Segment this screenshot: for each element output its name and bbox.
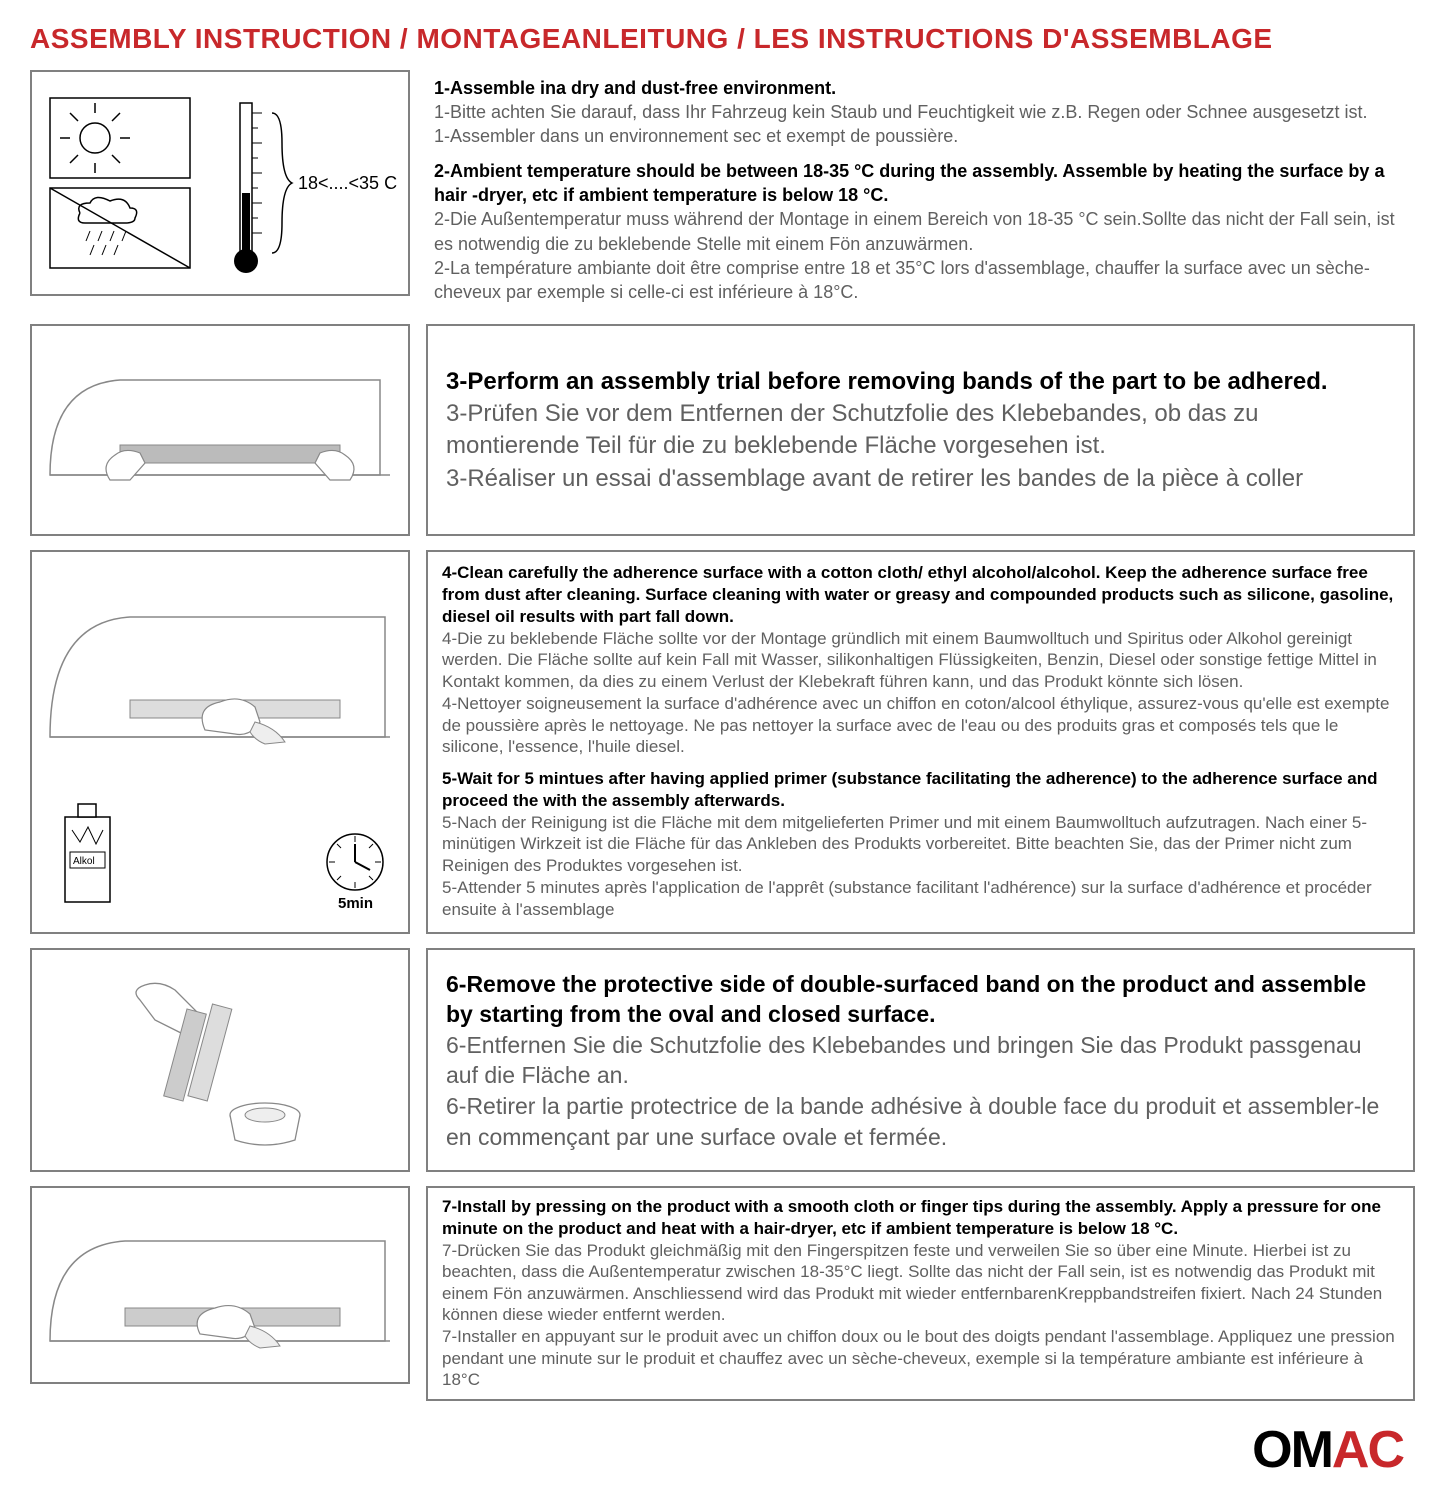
- step-6-fr: 6-Retirer la partie protectrice de la ba…: [446, 1091, 1395, 1152]
- page-title: ASSEMBLY INSTRUCTION / MONTAGEANLEITUNG …: [30, 20, 1415, 58]
- text-1-2: 1-Assemble ina dry and dust-free environ…: [426, 70, 1415, 311]
- text-7: 7-Install by pressing on the product wit…: [426, 1186, 1415, 1400]
- text-4-5: 4-Clean carefully the adherence surface …: [426, 550, 1415, 934]
- step-1-de: 1-Bitte achten Sie darauf, dass Ihr Fahr…: [434, 100, 1407, 124]
- step-6-de: 6-Entfernen Sie die Schutzfolie des Kleb…: [446, 1030, 1395, 1091]
- step-2-fr: 2-La température ambiante doit être comp…: [434, 256, 1407, 305]
- step-3-en: 3-Perform an assembly trial before remov…: [446, 366, 1328, 398]
- illustration-clean: Alkol 5min: [30, 550, 410, 934]
- illustration-remove-band: [30, 948, 410, 1172]
- step-4-de: 4-Die zu beklebende Fläche sollte vor de…: [442, 628, 1399, 693]
- illustration-press: [30, 1186, 410, 1384]
- step-2-de: 2-Die Außentemperatur muss während der M…: [434, 207, 1407, 256]
- step-5-fr: 5-Attender 5 minutes après l'application…: [442, 877, 1399, 921]
- step-6-en: 6-Remove the protective side of double-s…: [446, 969, 1395, 1030]
- text-6: 6-Remove the protective side of double-s…: [426, 948, 1415, 1172]
- step-2-en: 2-Ambient temperature should be between …: [434, 159, 1407, 208]
- illustration-trial: [30, 324, 410, 536]
- step-4-fr: 4-Nettoyer soigneusement la surface d'ad…: [442, 693, 1399, 758]
- brand-logo: OMAC: [30, 1415, 1415, 1485]
- step-5-en: 5-Wait for 5 mintues after having applie…: [442, 768, 1399, 812]
- section-4-5: Alkol 5min 4-Clean carefully the adheren…: [30, 550, 1415, 934]
- step-1-en: 1-Assemble ina dry and dust-free environ…: [434, 76, 1407, 100]
- logo-part2: AC: [1332, 1421, 1403, 1479]
- clock-label: 5min: [338, 895, 373, 912]
- step-1-fr: 1-Assembler dans un environnement sec et…: [434, 124, 1407, 148]
- step-5-de: 5-Nach der Reinigung ist die Fläche mit …: [442, 812, 1399, 877]
- step-7-fr: 7-Installer en appuyant sur le produit a…: [442, 1326, 1399, 1391]
- step-4-en: 4-Clean carefully the adherence surface …: [442, 562, 1399, 627]
- logo-part1: OM: [1252, 1421, 1332, 1479]
- temp-range-label: 18<....<35 C: [298, 173, 397, 193]
- step-7-de: 7-Drücken Sie das Produkt gleichmäßig mi…: [442, 1240, 1399, 1326]
- step-3-de: 3-Prüfen Sie vor dem Entfernen der Schut…: [446, 398, 1395, 463]
- section-7: 7-Install by pressing on the product wit…: [30, 1186, 1415, 1400]
- section-3: 3-Perform an assembly trial before remov…: [30, 324, 1415, 536]
- bottle-label: Alkol: [73, 856, 95, 867]
- text-3: 3-Perform an assembly trial before remov…: [426, 324, 1415, 536]
- illustration-temperature: 18<....<35 C: [30, 70, 410, 296]
- section-6: 6-Remove the protective side of double-s…: [30, 948, 1415, 1172]
- section-1-2: 18<....<35 C 1-Assemble ina dry and dust…: [30, 70, 1415, 311]
- step-7-en: 7-Install by pressing on the product wit…: [442, 1196, 1399, 1239]
- step-3-fr: 3-Réaliser un essai d'assemblage avant d…: [446, 463, 1303, 495]
